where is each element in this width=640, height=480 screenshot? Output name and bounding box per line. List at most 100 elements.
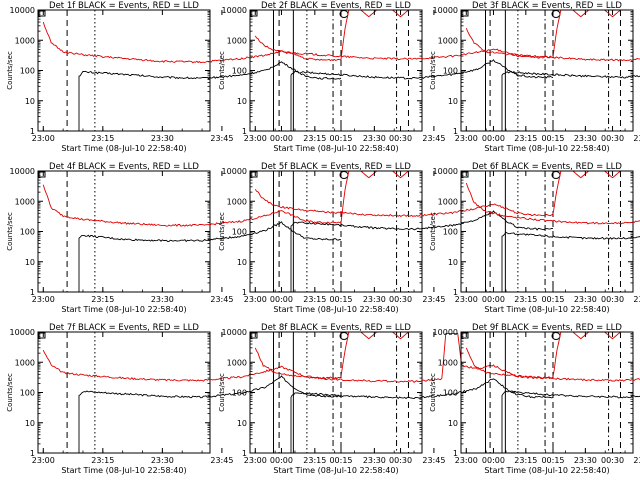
y-tick-label: 1000: [15, 36, 35, 45]
y-axis-label: Counts/sec: [218, 51, 226, 90]
plot-frame: [460, 9, 634, 132]
x-tick-label: 23:45: [210, 456, 233, 465]
y-axis-label: Counts/sec: [6, 373, 14, 412]
x-tick-label: 23:30: [363, 295, 386, 304]
x-tick-label: 23:15: [91, 134, 114, 143]
y-tick-label: 10: [25, 97, 35, 106]
y-axis-label: Counts/sec: [429, 51, 437, 90]
x-tick-label: 23:15: [91, 295, 114, 304]
x-tick-label: 23:15: [303, 134, 326, 143]
y-tick-label: 1: [453, 127, 458, 136]
x-tick-label: 00:15: [329, 134, 352, 143]
chart-panel: 1 10 100 1000 10000 23:00 23:15 23:30 23:45 00:00…: [429, 323, 640, 475]
y-tick-label: 10000: [433, 167, 458, 176]
x-tick-label: 23:45: [633, 295, 640, 304]
chart-panel: 1 10 100 1000 10000 23:00 23:15 23:30 23:45 00:00…: [218, 323, 624, 475]
y-tick-label: 10000: [10, 328, 35, 337]
marker-box: [461, 171, 469, 178]
x-tick-label: 23:30: [363, 456, 386, 465]
x-tick-label: 23:15: [303, 295, 326, 304]
y-tick-label: 100: [232, 389, 247, 398]
marker-box: [250, 171, 258, 178]
x-tick-label: 00:30: [389, 456, 412, 465]
y-tick-label: 100: [20, 389, 35, 398]
x-axis-label: Start Time (08-Jul-10 22:58:40): [484, 466, 609, 475]
x-tick-label: 00:30: [389, 134, 412, 143]
chart-title: Det 1f BLACK = Events, RED = LLD: [49, 1, 199, 11]
x-tick-label: 23:00: [244, 456, 267, 465]
chart-title: Det 9f BLACK = Events, RED = LLD: [472, 323, 622, 333]
y-tick-label: 1: [242, 288, 247, 297]
y-tick-label: 1: [30, 288, 35, 297]
y-tick-label: 1000: [227, 36, 247, 45]
y-axis-label: Counts/sec: [429, 212, 437, 251]
x-tick-label: 23:00: [455, 134, 478, 143]
y-axis-label: Counts/sec: [218, 373, 226, 412]
y-tick-label: 1000: [438, 358, 458, 367]
x-tick-label: 23:30: [574, 134, 597, 143]
y-tick-label: 1000: [15, 358, 35, 367]
x-tick-label: 23:00: [455, 456, 478, 465]
chart-panel: 1 10 100 1000 10000 23:00 23:15 23:30 23:45 00:00…: [218, 1, 624, 153]
x-tick-label: 00:15: [541, 295, 564, 304]
x-tick-label: 00:15: [541, 456, 564, 465]
events-series-line: [78, 221, 342, 292]
marker-box: [250, 332, 258, 339]
lld-series-line: [465, 347, 640, 382]
x-tick-label: 23:00: [244, 134, 267, 143]
x-axis-label: Start Time (08-Jul-10 22:58:40): [273, 144, 398, 153]
chart-panel: 1 10 100 1000 10000 23:00 23:15 23:30 23:45 00:00…: [429, 1, 640, 153]
x-tick-label: 00:00: [270, 295, 293, 304]
lld-series-line: [254, 331, 621, 384]
y-tick-label: 100: [20, 228, 35, 237]
x-tick-label: 23:45: [422, 456, 445, 465]
x-tick-label: 23:00: [32, 134, 55, 143]
x-tick-label: 23:15: [303, 456, 326, 465]
lld-series-line: [254, 9, 621, 61]
y-tick-label: 1000: [227, 358, 247, 367]
x-tick-label: 00:30: [389, 295, 412, 304]
y-tick-label: 100: [443, 228, 458, 237]
x-tick-label: 23:30: [151, 134, 174, 143]
lld-series-line: [42, 9, 409, 64]
events-series-line: [501, 70, 640, 131]
x-tick-label: 00:00: [482, 295, 505, 304]
events-series-line: [78, 375, 342, 453]
y-tick-label: 10000: [222, 328, 247, 337]
y-axis-label: Counts/sec: [429, 373, 437, 412]
lld-series-line: [254, 170, 621, 218]
marker-box: [250, 10, 258, 17]
x-axis-label: Start Time (08-Jul-10 22:58:40): [61, 466, 186, 475]
y-axis-label: Counts/sec: [6, 51, 14, 90]
y-tick-label: 10: [448, 419, 458, 428]
x-tick-label: 23:45: [633, 456, 640, 465]
x-tick-label: 23:30: [363, 134, 386, 143]
plot-frame: [37, 9, 211, 132]
y-tick-label: 10: [237, 419, 247, 428]
chart-panel: 1 10 100 1000 10000 23:00 23:15 23:30 23:45 00:00…: [6, 162, 412, 314]
plot-frame: [37, 331, 211, 454]
y-tick-label: 10: [448, 97, 458, 106]
x-axis-label: Start Time (08-Jul-10 22:58:40): [61, 305, 186, 314]
y-tick-label: 1000: [438, 36, 458, 45]
y-tick-label: 10000: [10, 167, 35, 176]
y-tick-label: 10: [25, 419, 35, 428]
chart-title: Det 3f BLACK = Events, RED = LLD: [472, 1, 622, 11]
y-tick-label: 10: [25, 258, 35, 267]
chart-panel: 1 10 100 1000 10000 23:00 23:15 23:30 23:45 00:00…: [429, 162, 640, 314]
x-tick-label: 23:15: [514, 134, 537, 143]
lld-series-line: [465, 182, 640, 225]
x-tick-label: 23:30: [151, 456, 174, 465]
x-tick-label: 23:15: [91, 456, 114, 465]
x-tick-label: 23:15: [514, 456, 537, 465]
x-tick-label: 23:30: [151, 295, 174, 304]
events-series-line: [290, 59, 554, 131]
lld-series-line: [42, 331, 409, 382]
y-tick-label: 10000: [10, 6, 35, 15]
lld-series-line: [42, 170, 409, 227]
x-tick-label: 00:00: [482, 134, 505, 143]
y-tick-label: 100: [443, 389, 458, 398]
x-tick-label: 23:00: [244, 295, 267, 304]
y-tick-label: 100: [232, 67, 247, 76]
